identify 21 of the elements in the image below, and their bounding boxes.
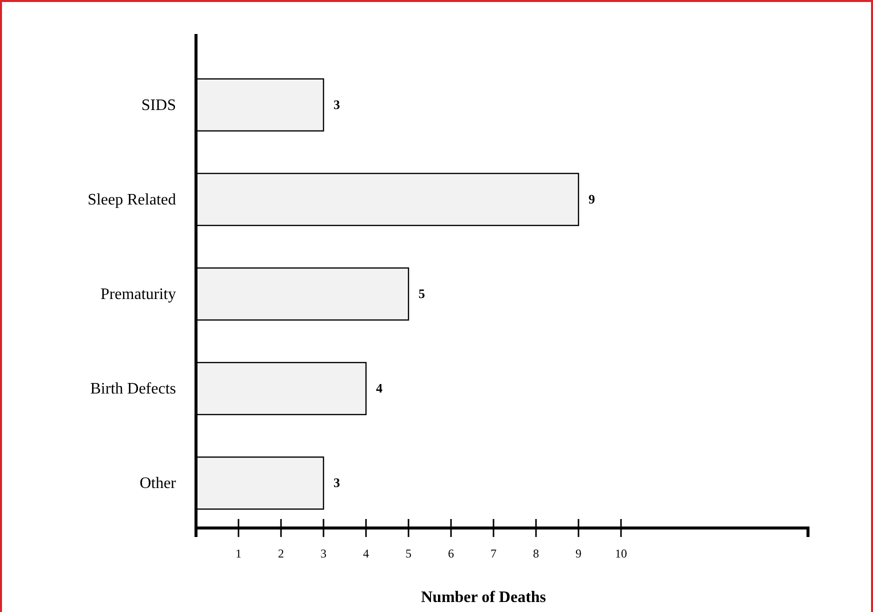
x-tick-label: 10 (615, 546, 627, 561)
y-tick-label: SIDS (141, 96, 176, 114)
x-tick-label: 1 (236, 546, 242, 561)
x-tick-label: 5 (406, 546, 412, 561)
y-tick-label: Other (140, 475, 177, 492)
data-label: 4 (376, 380, 383, 396)
data-label: 5 (418, 286, 426, 301)
y-tick-label: Birth Defects (90, 380, 176, 398)
x-tick-label: 2 (278, 546, 284, 561)
data-label: 3 (334, 96, 340, 112)
y-tick-label: Prematurity (100, 286, 176, 303)
x-tick-label: 8 (533, 546, 539, 561)
x-tick-label: 3 (320, 546, 326, 561)
x-axis-title: Number of Deaths (420, 589, 546, 606)
y-tick-label: Sleep Related (88, 191, 176, 208)
x-tick-label: 6 (448, 546, 454, 561)
x-tick-label: 9 (576, 546, 582, 561)
x-tick-label: 4 (363, 546, 369, 561)
data-label: 9 (588, 191, 596, 206)
x-tick-label: 7 (490, 546, 496, 561)
data-label: 3 (334, 475, 340, 490)
